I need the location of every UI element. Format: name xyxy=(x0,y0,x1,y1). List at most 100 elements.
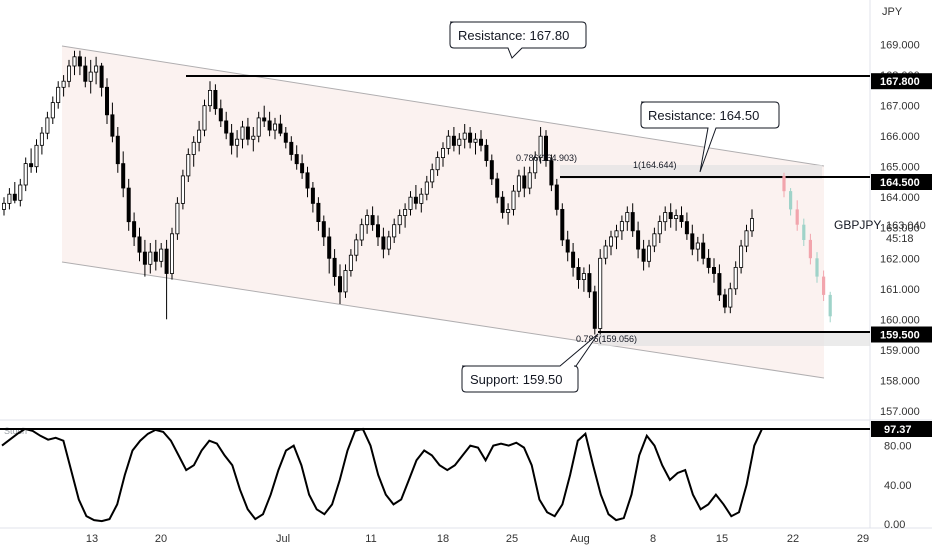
candle xyxy=(83,56,88,88)
time-tick-label: Aug xyxy=(570,533,590,545)
candle xyxy=(72,50,77,76)
candle xyxy=(457,133,462,155)
callout-text-support-159: Support: 159.50 xyxy=(470,372,563,387)
time-tick-label: 20 xyxy=(155,533,167,545)
price-level-tag[interactable]: 164.500 xyxy=(871,174,932,190)
callout-resistance-167[interactable]: Resistance: 167.80 xyxy=(449,21,587,59)
channel-lower-line xyxy=(61,261,825,379)
candle xyxy=(500,191,505,219)
candle xyxy=(717,264,722,301)
projected-candle xyxy=(802,218,806,246)
candle xyxy=(554,178,559,216)
candle xyxy=(289,136,294,161)
candle xyxy=(105,78,110,124)
candle xyxy=(56,81,61,109)
price-tick-label: 163.000 xyxy=(880,223,920,235)
candle xyxy=(88,59,93,94)
candle xyxy=(413,185,418,210)
candle xyxy=(679,206,684,228)
candle xyxy=(294,145,299,170)
candle xyxy=(722,288,727,314)
callout-text-resistance-164: Resistance: 164.50 xyxy=(648,108,759,123)
candle xyxy=(272,117,277,140)
time-tick-label: 25 xyxy=(506,533,518,545)
price-axis-tags: 167.800 164.500 159.500 xyxy=(871,73,932,343)
symbol-label: GBPJPY xyxy=(834,218,881,232)
candle xyxy=(462,124,467,149)
time-tick-label: 11 xyxy=(365,533,376,545)
candle xyxy=(728,282,733,314)
callout-resistance-164[interactable]: Resistance: 164.50 xyxy=(640,101,780,173)
projected-candle xyxy=(782,172,786,198)
candle xyxy=(392,218,397,243)
time-axis-ticks: 13 20 Jul 11 18 25 Aug 8 15 22 29 xyxy=(86,533,869,545)
projected-candle xyxy=(828,291,832,323)
candle xyxy=(684,212,689,240)
candle xyxy=(636,221,641,259)
candle xyxy=(690,224,695,256)
candle xyxy=(750,209,755,237)
candle xyxy=(45,111,50,140)
last-price-label: 163.040 xyxy=(886,220,926,232)
candle xyxy=(544,130,549,167)
countdown-label: 45:18 xyxy=(886,233,914,245)
price-level-tag[interactable]: 159.500 xyxy=(871,326,932,343)
candle xyxy=(121,151,126,198)
candle xyxy=(598,249,603,335)
candle xyxy=(175,197,180,240)
time-tick-label: 15 xyxy=(716,533,728,545)
candle xyxy=(50,96,55,124)
candle xyxy=(489,154,494,185)
candle xyxy=(495,172,500,204)
price-tick-label: 164.000 xyxy=(880,192,920,204)
candle xyxy=(424,175,429,201)
candle xyxy=(359,218,364,246)
fib-label-0786-lower: 0.786(159.056) xyxy=(576,334,637,344)
candle xyxy=(132,212,137,246)
candle xyxy=(240,120,245,149)
candle xyxy=(164,239,169,320)
candle xyxy=(148,243,153,274)
projected-candle xyxy=(822,270,826,301)
candle xyxy=(440,142,445,167)
svg-text:159.500: 159.500 xyxy=(880,330,920,342)
candle xyxy=(609,230,614,256)
candle xyxy=(587,264,592,298)
candle xyxy=(300,154,305,179)
svg-text:164.500: 164.500 xyxy=(880,177,920,189)
candle xyxy=(137,227,142,262)
time-tick-label: 13 xyxy=(86,533,98,545)
candle-series xyxy=(2,50,755,335)
candle xyxy=(23,157,28,192)
stoch-indicator-label[interactable]: Stoch xyxy=(4,426,27,436)
candle xyxy=(348,249,353,277)
candle xyxy=(153,239,158,271)
candle xyxy=(527,166,532,195)
candle xyxy=(142,239,147,277)
candle xyxy=(7,188,12,210)
candle xyxy=(522,166,527,198)
time-tick-label: Jul xyxy=(276,533,290,545)
candle xyxy=(576,258,581,289)
stoch-tick-label: 0.00 xyxy=(884,519,905,531)
candle xyxy=(283,127,288,149)
candle xyxy=(245,117,250,146)
projection-series xyxy=(782,172,832,323)
candle xyxy=(511,185,516,216)
candle xyxy=(408,191,413,216)
candle xyxy=(712,258,717,283)
candle xyxy=(403,203,408,228)
projected-candle xyxy=(808,233,812,265)
candle xyxy=(343,264,348,298)
price-level-tag[interactable]: 167.800 xyxy=(871,73,932,90)
price-tick-label: 159.000 xyxy=(880,345,920,357)
callout-support-159[interactable]: Support: 159.50 xyxy=(461,333,599,393)
candle xyxy=(94,56,99,85)
candle xyxy=(571,243,576,277)
candle xyxy=(668,203,673,228)
price-tick-label: 169.000 xyxy=(880,40,920,52)
candle xyxy=(549,154,554,192)
time-tick-label: 18 xyxy=(437,533,449,545)
candle xyxy=(251,127,256,152)
